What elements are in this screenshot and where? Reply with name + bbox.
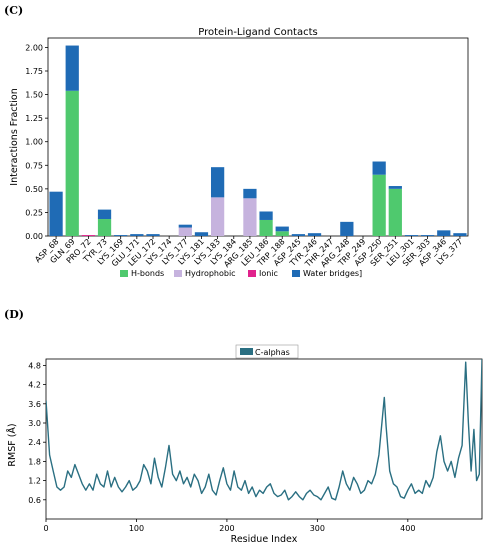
bar-lys-177-hydrophobic (178, 227, 192, 236)
panel-c: (C) Protein-Ligand Contacts Interactions… (4, 4, 469, 278)
panel-d-y-tick-label: 3.6 (28, 400, 41, 409)
panel-c-legend-label: Ionic (259, 269, 278, 278)
panel-c-y-tick-label: 0.00 (25, 232, 43, 241)
bar-gln-69-h-bonds (65, 90, 79, 236)
bar-tyr-73-water-bridges (97, 209, 112, 220)
bar-ser-251-water-bridges (388, 186, 402, 189)
bar-gln-69-water-bridges (65, 45, 79, 91)
bar-lys-183-water-bridges (210, 167, 225, 198)
bar-asp-68-water-bridges (49, 191, 63, 236)
panel-d: (D) RMSF (Å) Residue Index 0.6 1.2 1.8 2.4 3… (4, 308, 483, 545)
panel-d-y-tick-label: 4.2 (28, 381, 41, 390)
panel-d-y-tick-label: 4.8 (28, 361, 41, 370)
panel-c-bars (49, 45, 467, 236)
panel-d-label: (D) (4, 308, 24, 321)
panel-c-legend-label: Hydrophobic (185, 269, 236, 278)
panel-d-x-axis-label: Residue Index (231, 534, 298, 545)
panel-c-y-axis-label: Interactions Fraction (9, 88, 20, 185)
panel-c-y-tick-label: 1.00 (25, 138, 43, 147)
panel-d-y-axis-label: RMSF (Å) (6, 423, 18, 466)
bar-lys-181-water-bridges (194, 232, 209, 236)
bar-leu-301-water-bridges (404, 235, 419, 236)
panel-c-legend-swatch (174, 270, 182, 277)
panel-c-y-ticks: 0.00 0.25 0.50 0.75 1.00 1.25 1.50 1.75 2.00 (25, 43, 48, 241)
panel-c-legend-swatch (248, 270, 256, 277)
panel-c-legend-swatch (120, 270, 128, 277)
panel-d-x-ticks: 0 100 200 300 400 (43, 519, 415, 533)
panel-c-y-tick-label: 1.25 (25, 114, 43, 123)
panel-c-legend-swatch (292, 270, 300, 277)
bar-leu-186-h-bonds (259, 219, 273, 236)
panel-c-y-tick-label: 2.00 (25, 43, 43, 52)
bar-lys-183-hydrophobic (210, 197, 225, 236)
panel-c-y-tick-label: 1.50 (25, 91, 43, 100)
panel-d-x-tick-label: 200 (219, 524, 234, 533)
panel-d-line (46, 359, 482, 501)
panel-c-label: (C) (4, 4, 23, 17)
bar-ser-303-water-bridges (420, 235, 435, 236)
panel-c-y-tick-label: 0.25 (25, 208, 43, 217)
bar-arg-185-water-bridges (243, 188, 257, 199)
rmsf-c-alphas-line (46, 359, 482, 501)
panel-d-y-ticks: 0.6 1.2 1.8 2.4 3.0 3.6 4.2 4.8 (28, 361, 46, 505)
bar-pro-72-ionic (81, 235, 96, 236)
panel-d-y-tick-label: 3.0 (28, 419, 41, 428)
bar-asp-250-h-bonds (372, 174, 386, 236)
bar-ser-251-h-bonds (388, 188, 402, 236)
bar-arg-185-hydrophobic (243, 198, 257, 236)
panel-d-x-tick-label: 300 (310, 524, 325, 533)
panel-d-y-tick-label: 1.8 (28, 457, 41, 466)
bar-lys-177-water-bridges (178, 224, 192, 228)
panel-d-x-tick-label: 100 (129, 524, 144, 533)
bar-lys-169-water-bridges (114, 235, 128, 236)
bar-tyr-73-h-bonds (97, 219, 112, 236)
panel-d-x-tick-label: 0 (43, 524, 48, 533)
panel-d-legend-swatch (240, 348, 253, 355)
bar-trp-188-h-bonds (275, 231, 289, 236)
panel-d-legend: C-alphas (235, 344, 299, 359)
bar-leu-172-water-bridges (146, 234, 160, 236)
panel-c-legend-label: H-bonds (131, 269, 164, 278)
bar-asp-245-water-bridges (291, 234, 306, 236)
bar-arg-248-water-bridges (340, 221, 354, 236)
panel-c-y-tick-label: 0.50 (25, 185, 43, 194)
bar-trp-188-water-bridges (275, 226, 289, 232)
bar-lys-377-water-bridges (453, 233, 467, 236)
panel-c-y-tick-label: 0.75 (25, 161, 43, 170)
bar-leu-186-water-bridges (259, 211, 273, 220)
panel-c-legend-label: Water bridges] (303, 269, 362, 278)
panel-c-legend: H-bonds Hydrophobic Ionic Water bridges] (120, 269, 362, 278)
bar-tyr-246-water-bridges (307, 233, 322, 236)
panel-c-x-ticks: ASP_68GLN_69PRO_72TYR_73LYS_169GLU_171LE… (33, 236, 464, 269)
panel-c-plot-area (47, 37, 469, 237)
panel-d-y-tick-label: 1.2 (28, 477, 41, 486)
bar-asp-346-water-bridges (437, 230, 451, 236)
panel-c-title: Protein-Ligand Contacts (198, 27, 317, 38)
bar-asp-250-water-bridges (372, 161, 386, 175)
bar-glu-171-water-bridges (130, 234, 144, 236)
panel-d-x-tick-label: 400 (400, 524, 415, 533)
panel-d-y-tick-label: 0.6 (28, 496, 41, 505)
panel-d-y-tick-label: 2.4 (28, 438, 41, 447)
panel-d-plot-area (45, 358, 483, 520)
panel-d-legend-label: C-alphas (255, 348, 290, 357)
panel-c-y-tick-label: 1.75 (25, 67, 43, 76)
